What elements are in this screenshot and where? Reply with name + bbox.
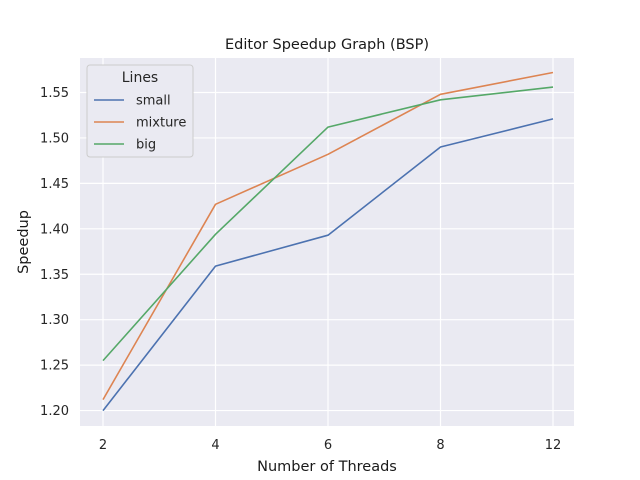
series-line-big	[102, 86, 554, 362]
x-tick-label: 4	[211, 438, 219, 453]
y-tick-label: 1.30	[40, 313, 69, 328]
legend-label-mixture: mixture	[136, 116, 186, 131]
y-tick-labels: 1.20 1.25 1.30 1.35 1.40 1.45 1.50 1.55	[40, 86, 69, 419]
chart-title: Editor Speedup Graph (BSP)	[225, 37, 429, 53]
y-axis-label: Speedup	[16, 210, 32, 274]
y-tick-label: 1.35	[40, 268, 69, 283]
y-tick-label: 1.25	[40, 359, 69, 374]
x-tick-label: 6	[324, 438, 332, 453]
series-line-mixture	[102, 71, 554, 400]
legend-label-big: big	[136, 138, 156, 153]
y-tick-label: 1.20	[40, 404, 69, 419]
y-tick-label: 1.45	[40, 177, 69, 192]
legend: Lines small mixture big	[86, 64, 194, 158]
y-tick-label: 1.50	[40, 131, 69, 146]
y-tick-label: 1.55	[40, 86, 69, 101]
x-axis-label: Number of Threads	[257, 459, 397, 475]
y-tick-label: 1.40	[40, 222, 69, 237]
x-tick-label: 12	[545, 438, 562, 453]
x-tick-label: 2	[99, 438, 107, 453]
legend-label-small: small	[136, 94, 171, 109]
series-lines	[102, 71, 554, 412]
series-line-small	[102, 118, 554, 412]
x-tick-label: 8	[436, 438, 444, 453]
legend-entries: small mixture big	[94, 94, 186, 153]
legend-box	[86, 64, 194, 158]
x-tick-labels: 2 4 6 8 12	[99, 438, 561, 453]
legend-title: Lines	[122, 70, 158, 86]
